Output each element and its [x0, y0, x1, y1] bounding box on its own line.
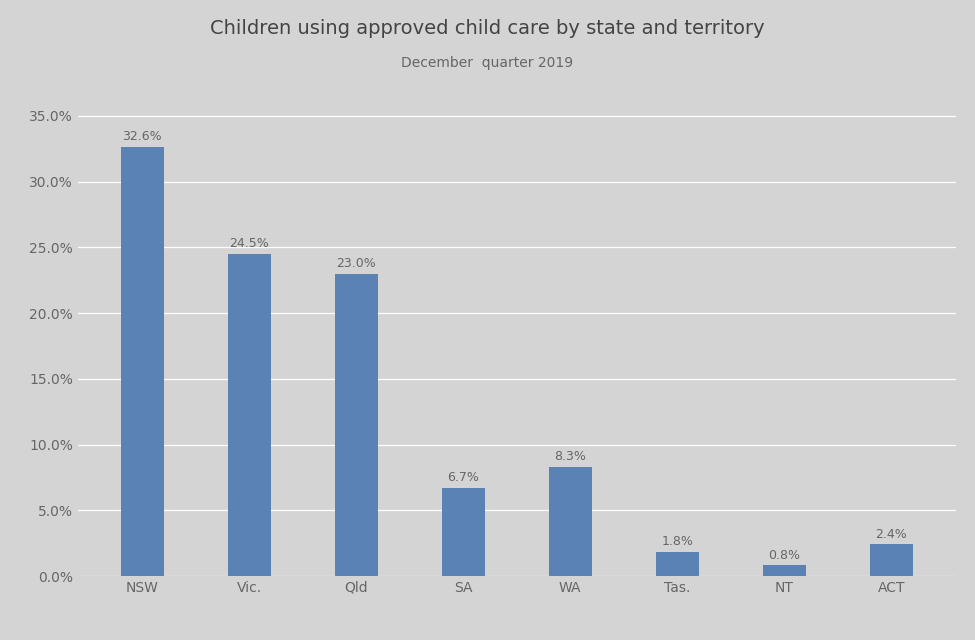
- Bar: [549, 467, 592, 576]
- Bar: [228, 254, 271, 576]
- Bar: [121, 147, 164, 576]
- Text: Children using approved child care by state and territory: Children using approved child care by st…: [211, 19, 764, 38]
- Text: 0.8%: 0.8%: [768, 548, 800, 561]
- Text: 2.4%: 2.4%: [876, 527, 907, 541]
- Text: 6.7%: 6.7%: [448, 471, 479, 484]
- Text: 24.5%: 24.5%: [229, 237, 269, 250]
- Text: 8.3%: 8.3%: [555, 450, 586, 463]
- Text: 23.0%: 23.0%: [336, 257, 376, 269]
- Bar: [656, 552, 699, 576]
- Bar: [442, 488, 485, 576]
- Text: 32.6%: 32.6%: [123, 131, 162, 143]
- Text: December  quarter 2019: December quarter 2019: [402, 56, 573, 70]
- Text: 1.8%: 1.8%: [661, 536, 693, 548]
- Bar: [334, 274, 377, 576]
- Bar: [870, 545, 913, 576]
- Bar: [762, 566, 805, 576]
